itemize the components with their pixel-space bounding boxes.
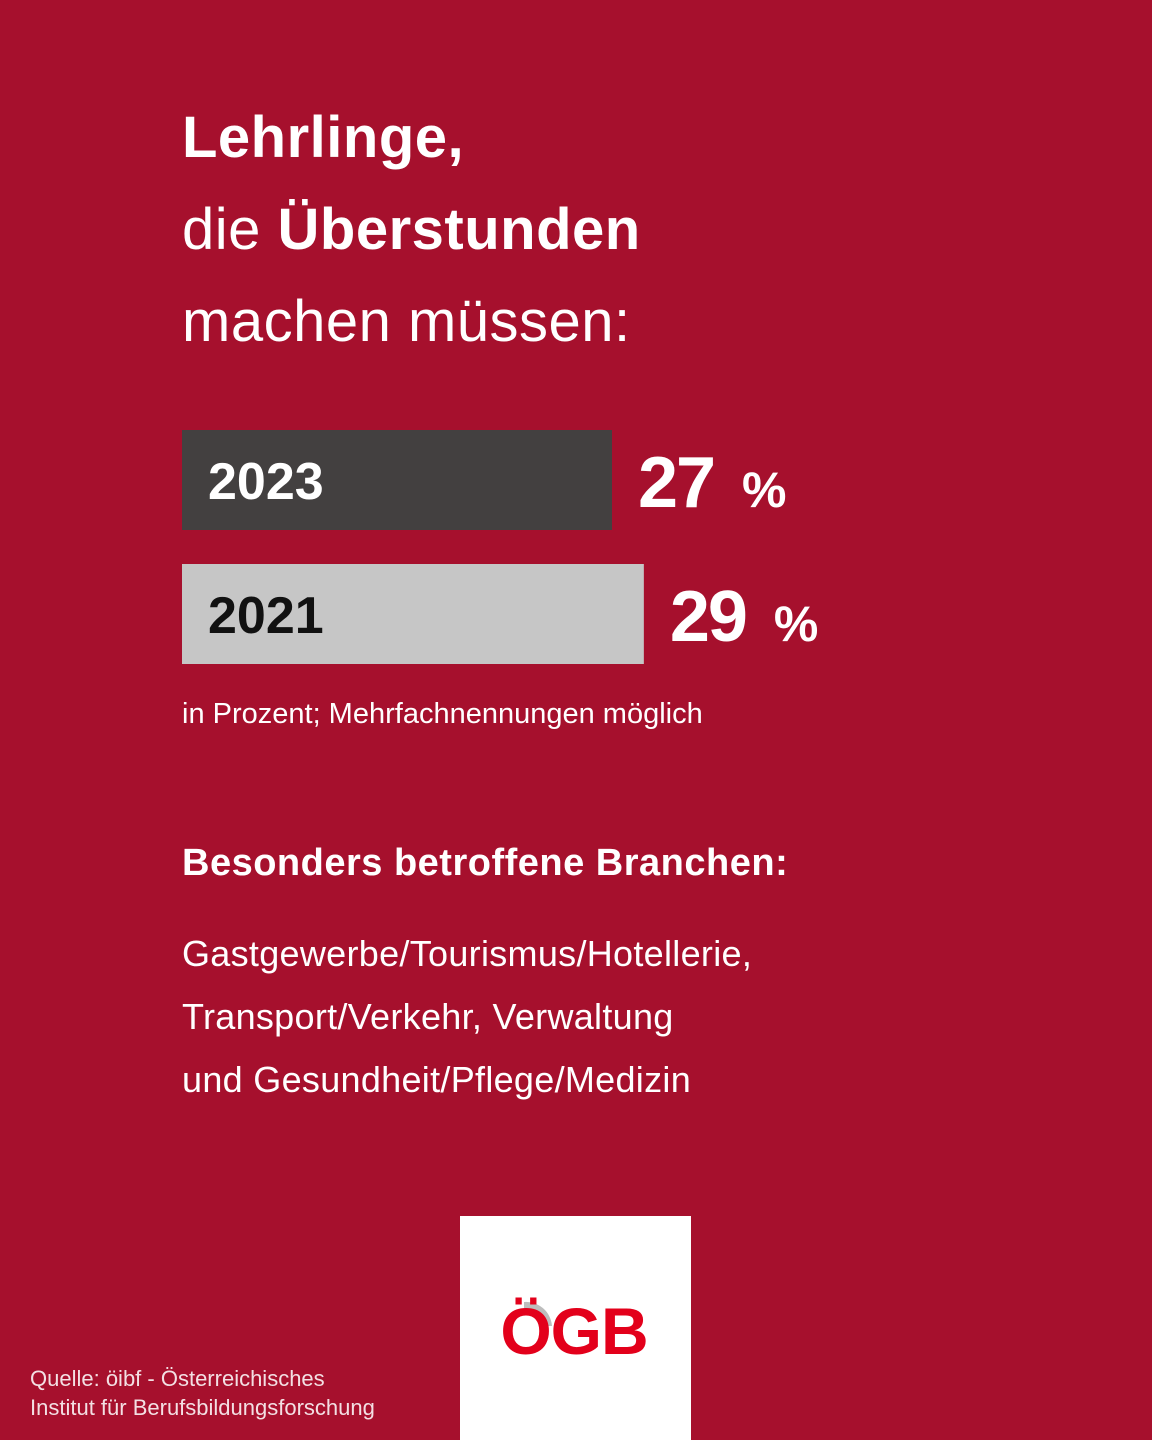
bar-category-label: 2021 (208, 587, 324, 645)
source-note: Quelle: öibf - Österreichisches Institut… (30, 1364, 375, 1422)
branches-list: Gastgewerbe/Tourismus/Hotellerie, Transp… (182, 922, 752, 1111)
branch-line: und Gesundheit/Pflege/Medizin (182, 1059, 692, 1100)
bar-2021 (182, 564, 644, 664)
bar-value-unit: % (774, 596, 818, 652)
logo-mark: ÖGB (500, 1294, 648, 1368)
source-line-1: Quelle: öibf - Österreichisches (30, 1366, 325, 1391)
bar-value-label: 27 (638, 443, 714, 523)
title-line-2: die Überstunden (182, 197, 641, 262)
oegb-logo: ÖGB (460, 1216, 691, 1440)
branch-line: Gastgewerbe/Tourismus/Hotellerie, (182, 933, 753, 974)
title-line-3: machen müssen: (182, 289, 631, 354)
title-line-1: Lehrlinge, (182, 105, 465, 170)
logo-accent-arc (524, 1301, 552, 1326)
bar-value-unit: % (742, 462, 786, 518)
bar-value-label: 29 (670, 577, 746, 657)
logo-text: ÖGB (500, 1294, 647, 1368)
source-line-2: Institut für Berufsbildungsforschung (30, 1395, 375, 1420)
branch-line: Transport/Verkehr, Verwaltung (182, 996, 674, 1037)
page-title: Lehrlinge, die Überstunden machen müssen… (182, 92, 641, 368)
bar-category-label: 2023 (208, 453, 324, 511)
bar-2023 (182, 430, 612, 530)
bar-chart: 2023 27 % 2021 29% (182, 430, 818, 664)
branches-heading: Besonders betroffene Branchen: (182, 842, 789, 884)
chart-note: in Prozent; Mehrfachnennungen möglich (182, 698, 703, 730)
